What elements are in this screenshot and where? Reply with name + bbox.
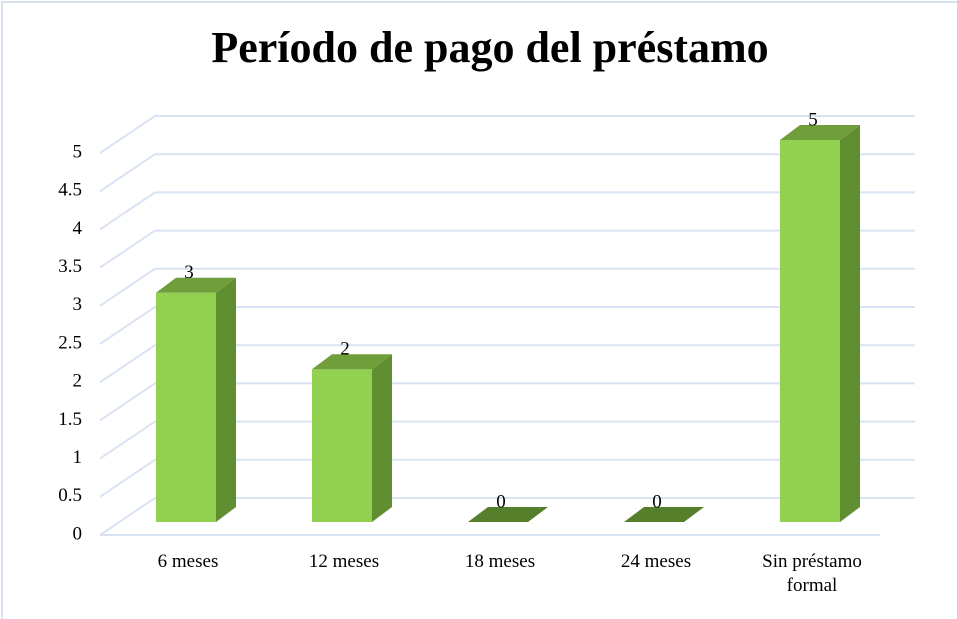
bar <box>156 292 216 522</box>
grid-line <box>99 344 915 384</box>
bar <box>624 507 704 522</box>
x-tick-label: 24 meses <box>620 551 692 572</box>
x-tick-label: 12 meses <box>308 551 380 572</box>
y-tick-label: 2 <box>73 371 83 392</box>
grid-line <box>99 229 915 269</box>
data-label: 0 <box>652 491 662 512</box>
y-tick-label: 4.5 <box>58 180 82 201</box>
bar-top <box>780 125 860 140</box>
grid-line <box>99 306 915 345</box>
bar-side <box>216 277 236 522</box>
grid-line <box>99 382 915 422</box>
y-tick-label: 0 <box>73 523 83 544</box>
grid-line <box>99 497 915 536</box>
bar-top <box>156 277 236 293</box>
y-tick-label: 3.5 <box>58 256 82 277</box>
x-tick-label: Sin préstamo formal <box>762 551 862 596</box>
bar <box>780 140 840 522</box>
bar <box>468 507 548 522</box>
data-label: 5 <box>808 109 818 130</box>
grid-line <box>99 191 915 231</box>
grid-line <box>99 115 915 154</box>
bar-side <box>840 125 860 522</box>
y-tick-label: 4 <box>73 218 83 239</box>
y-tick-label: 1.5 <box>58 409 82 430</box>
grid-line <box>99 458 915 498</box>
chart-title: Período de pago del préstamo <box>211 23 768 72</box>
grid-line <box>99 153 915 193</box>
data-label: 2 <box>340 339 350 360</box>
bar <box>312 369 372 522</box>
y-tick-label: 2.5 <box>58 332 82 353</box>
y-tick-label: 3 <box>73 294 83 315</box>
grid-line <box>99 267 915 307</box>
x-tick-label: 18 meses <box>464 551 536 572</box>
y-tick-label: 0.5 <box>58 485 82 506</box>
y-tick-label: 1 <box>73 447 83 468</box>
data-label: 3 <box>184 262 194 283</box>
bar-side <box>372 354 392 522</box>
data-label: 0 <box>496 491 506 512</box>
y-tick-label: 5 <box>73 141 83 162</box>
grid-line <box>99 420 915 460</box>
bar-top <box>312 354 392 370</box>
x-tick-label: 6 meses <box>157 551 219 572</box>
